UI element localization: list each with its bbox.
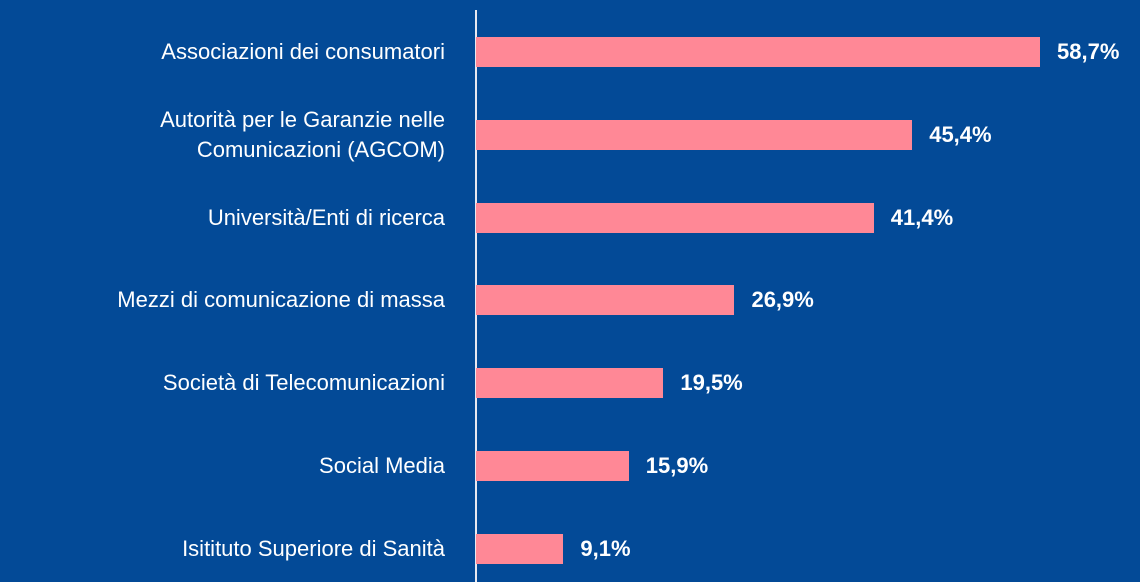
bar	[476, 37, 1040, 67]
data-label: 9,1%	[580, 535, 631, 561]
bar	[476, 202, 874, 233]
category-label: Università/Enti di ricerca	[207, 204, 445, 230]
bar	[476, 285, 735, 316]
data-label: 26,9%	[751, 287, 814, 313]
category-label: Associazioni dei consumatori	[161, 39, 445, 64]
data-label: 19,5%	[680, 370, 743, 396]
data-label: 15,9%	[645, 453, 709, 478]
category-label: Social Media	[319, 453, 445, 478]
bar	[476, 451, 629, 481]
bar	[476, 533, 564, 564]
category-label: Autorità per le Garanzie nelle Comunicaz…	[160, 106, 445, 162]
category-label: Isitituto Superiore di Sanità	[182, 535, 445, 561]
bar	[476, 119, 913, 150]
data-label: 41,4%	[890, 204, 954, 230]
bar	[476, 368, 664, 399]
data-label: 45,4%	[929, 121, 992, 147]
data-label: 58,7%	[1057, 39, 1120, 64]
category-label: Società di Telecomunicazioni	[162, 370, 445, 396]
category-label: Mezzi di comunicazione di massa	[117, 287, 445, 313]
